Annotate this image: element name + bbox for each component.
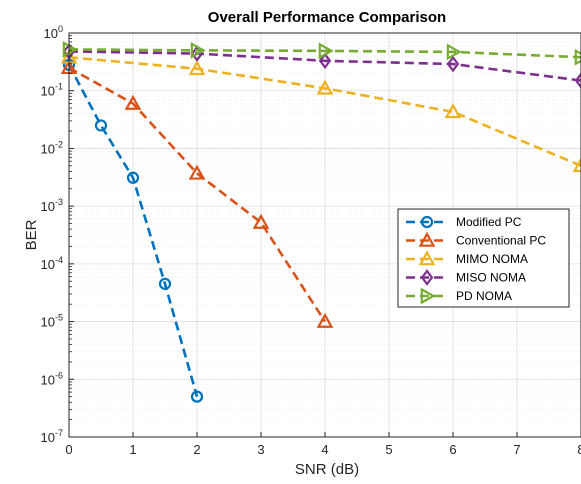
x-tick-label: 5: [385, 442, 392, 457]
data-point-miso-noma: [318, 52, 332, 70]
series-mimo-noma: [61, 48, 581, 173]
legend-label-conventional-pc: Conventional PC: [456, 234, 546, 248]
data-point-modified-pc: [158, 277, 172, 290]
data-point-mimo-noma: [572, 157, 581, 173]
legend-marker-mimo-noma: [418, 250, 436, 266]
series-line-conventional-pc: [68, 66, 327, 323]
data-point-pd-noma: [574, 48, 581, 66]
chart-title: Overall Performance Comparison: [208, 9, 446, 26]
y-tick-label: 100: [44, 24, 63, 41]
y-tick-label: 10-5: [41, 313, 63, 330]
data-point-miso-noma: [574, 72, 581, 89]
data-point-conventional-pc: [316, 312, 334, 328]
legend-label-modified-pc: Modified PC: [456, 215, 522, 229]
legend: Modified PC Conventional PC MIMO NOMA MISO …: [397, 208, 570, 308]
x-tick-label: 2: [193, 442, 200, 457]
data-point-mimo-noma: [316, 79, 334, 95]
y-tick-label: 10-4: [41, 255, 63, 272]
x-tick-label: 1: [129, 442, 136, 457]
data-point-miso-noma: [446, 55, 460, 73]
data-point-pd-noma: [318, 42, 334, 60]
x-tick-label: 6: [449, 442, 456, 457]
legend-marker-conventional-pc: [418, 231, 436, 247]
y-tick-labels: 100 10-1 10-2 10-3 10-4 10-5 10-6 10-7: [41, 24, 63, 445]
y-tick-label: 10-3: [41, 197, 63, 214]
x-tick-label: 0: [65, 442, 72, 457]
y-tick-label: 10-2: [41, 139, 63, 156]
data-point-conventional-pc: [124, 94, 142, 110]
data-point-pd-noma: [190, 42, 206, 59]
series-layer: [61, 41, 581, 403]
series-line-modified-pc: [67, 64, 199, 398]
legend-label-pd-noma: PD NOMA: [456, 289, 512, 303]
legend-label-miso-noma: MISO NOMA: [456, 271, 526, 285]
y-axis-label: BER: [23, 219, 40, 250]
x-tick-labels: 0 1 2 3 4 5 6 7 8: [65, 442, 581, 457]
data-point-mimo-noma: [444, 103, 462, 119]
x-axis-label: SNR (dB): [295, 461, 359, 478]
legend-label-mimo-noma: MIMO NOMA: [456, 252, 528, 266]
y-tick-label: 10-7: [41, 428, 63, 445]
legend-marker-modified-pc: [420, 215, 434, 229]
data-point-conventional-pc: [188, 164, 206, 180]
x-tick-label: 7: [513, 442, 520, 457]
series-pd-noma: [62, 41, 581, 66]
data-point-modified-pc: [126, 171, 140, 184]
data-point-modified-pc: [190, 390, 204, 403]
data-point-mimo-noma: [188, 60, 206, 76]
data-point-conventional-pc: [252, 213, 270, 229]
series-line-miso-noma: [68, 50, 581, 82]
x-tick-label: 3: [257, 442, 264, 457]
tick-marks: [68, 32, 581, 438]
x-tick-label: 4: [321, 442, 328, 457]
y-tick-label: 10-1: [41, 82, 63, 99]
legend-marker-pd-noma: [420, 287, 436, 305]
x-tick-label: 8: [577, 442, 581, 457]
legend-marker-miso-noma: [420, 269, 434, 286]
series-line-mimo-noma: [68, 55, 581, 168]
y-tick-label: 10-6: [41, 370, 63, 387]
series-line-pd-noma: [68, 48, 581, 59]
data-point-modified-pc: [94, 119, 108, 132]
data-point-pd-noma: [446, 43, 462, 61]
